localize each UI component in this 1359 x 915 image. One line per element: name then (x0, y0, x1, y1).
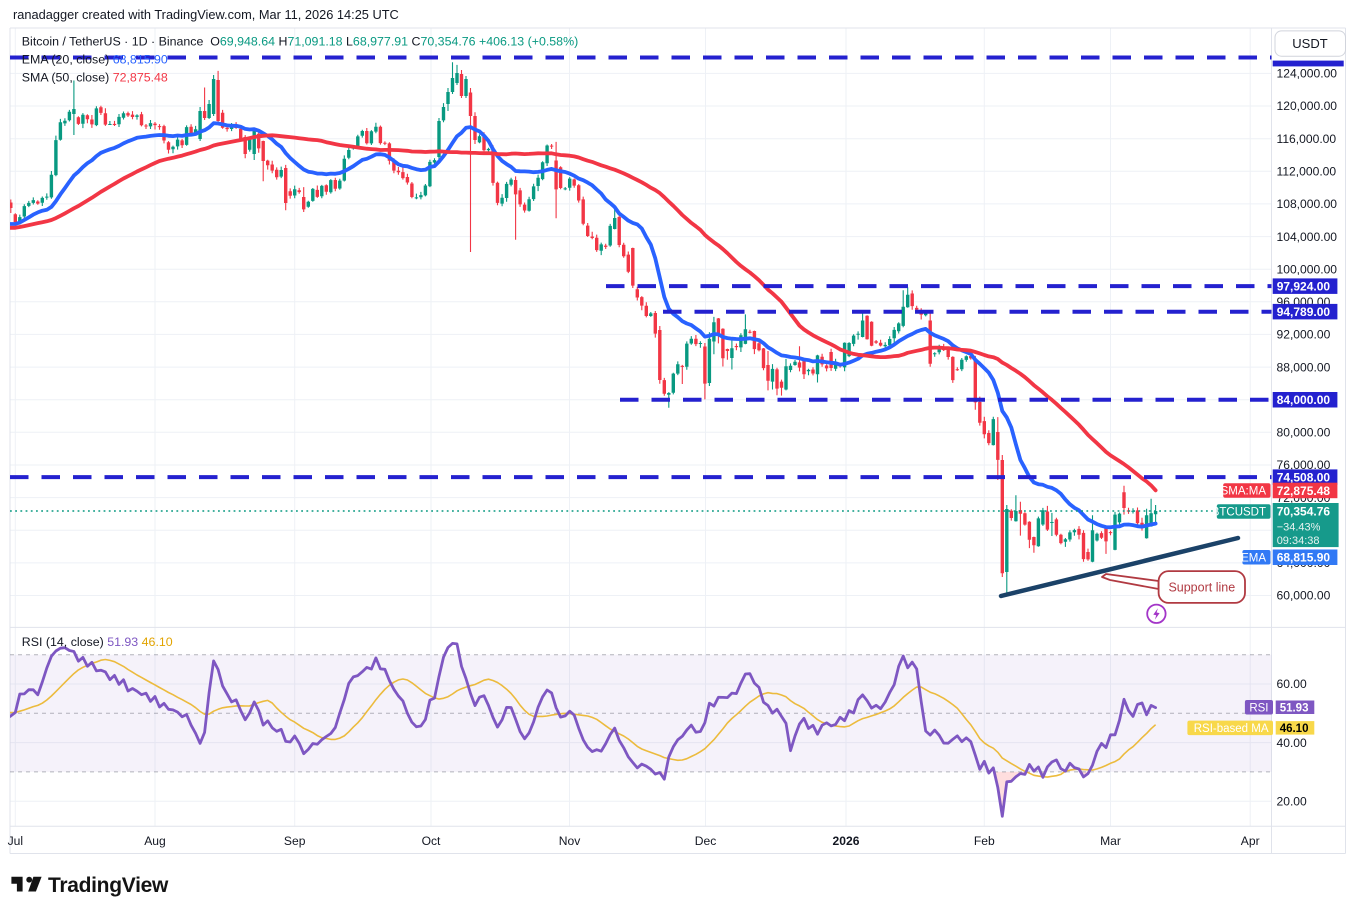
svg-text:Apr: Apr (1241, 834, 1260, 848)
svg-text:Feb: Feb (974, 834, 995, 848)
svg-text:20.00: 20.00 (1277, 794, 1308, 808)
svg-text:76,000.00: 76,000.00 (1277, 458, 1331, 472)
svg-text:Jul: Jul (8, 834, 23, 848)
svg-text:Bitcoin / TetherUS · 1D · Bina: Bitcoin / TetherUS · 1D · Binance O69,94… (22, 35, 578, 49)
svg-text:46.10: 46.10 (1280, 723, 1309, 735)
svg-text:60,000.00: 60,000.00 (1277, 589, 1331, 603)
svg-text:74,508.00: 74,508.00 (1277, 471, 1331, 485)
svg-text:68,815.90: 68,815.90 (1277, 551, 1331, 565)
svg-text:BTCUSDT: BTCUSDT (1212, 507, 1266, 519)
svg-text:SMA (50, close) 72,875.48: SMA (50, close) 72,875.48 (22, 71, 168, 85)
svg-text:88,000.00: 88,000.00 (1277, 360, 1331, 374)
svg-text:40.00: 40.00 (1277, 736, 1308, 750)
svg-text:80,000.00: 80,000.00 (1277, 426, 1331, 440)
svg-text:51.93: 51.93 (1280, 702, 1309, 714)
svg-text:RSI: RSI (1249, 702, 1268, 714)
svg-text:84,000.00: 84,000.00 (1277, 393, 1331, 407)
svg-text:ranadagger created with Tradin: ranadagger created with TradingView.com,… (13, 7, 399, 22)
svg-text:104,000.00: 104,000.00 (1277, 230, 1338, 244)
svg-text:94,789.00: 94,789.00 (1277, 305, 1331, 319)
svg-text:Aug: Aug (144, 834, 166, 848)
svg-text:USDT: USDT (1292, 36, 1327, 51)
svg-text:RSI (14, close) 51.93 46.10: RSI (14, close) 51.93 46.10 (22, 635, 173, 649)
svg-text:Oct: Oct (422, 834, 441, 848)
svg-text:112,000.00: 112,000.00 (1277, 165, 1337, 179)
svg-text:70,354.76: 70,354.76 (1277, 505, 1331, 519)
svg-text:60.00: 60.00 (1277, 677, 1308, 691)
svg-text:Sep: Sep (284, 834, 306, 848)
svg-text:120,000.00: 120,000.00 (1277, 99, 1338, 113)
svg-text:124,000.00: 124,000.00 (1277, 67, 1338, 81)
svg-text:Mar: Mar (1100, 834, 1121, 848)
svg-text:108,000.00: 108,000.00 (1277, 197, 1338, 211)
svg-text:Nov: Nov (559, 834, 581, 848)
svg-text:EMA (20, close) 68,815.90: EMA (20, close) 68,815.90 (22, 52, 168, 66)
svg-text:116,000.00: 116,000.00 (1277, 132, 1337, 146)
svg-text:97,924.00: 97,924.00 (1277, 279, 1331, 293)
svg-text:09:34:38: 09:34:38 (1277, 535, 1320, 547)
svg-text:100,000.00: 100,000.00 (1277, 262, 1338, 276)
svg-text:2026: 2026 (833, 834, 860, 848)
svg-text:TradingView: TradingView (48, 874, 169, 897)
svg-text:Support line: Support line (1168, 581, 1235, 595)
svg-text:SMA:MA: SMA:MA (1221, 486, 1267, 498)
svg-text:EMA: EMA (1241, 552, 1266, 564)
svg-text:Dec: Dec (695, 834, 717, 848)
svg-text:−34.43%: −34.43% (1277, 522, 1321, 534)
svg-text:72,875.48: 72,875.48 (1277, 484, 1331, 498)
svg-text:RSI-based MA: RSI-based MA (1194, 723, 1269, 735)
svg-text:92,000.00: 92,000.00 (1277, 328, 1331, 342)
